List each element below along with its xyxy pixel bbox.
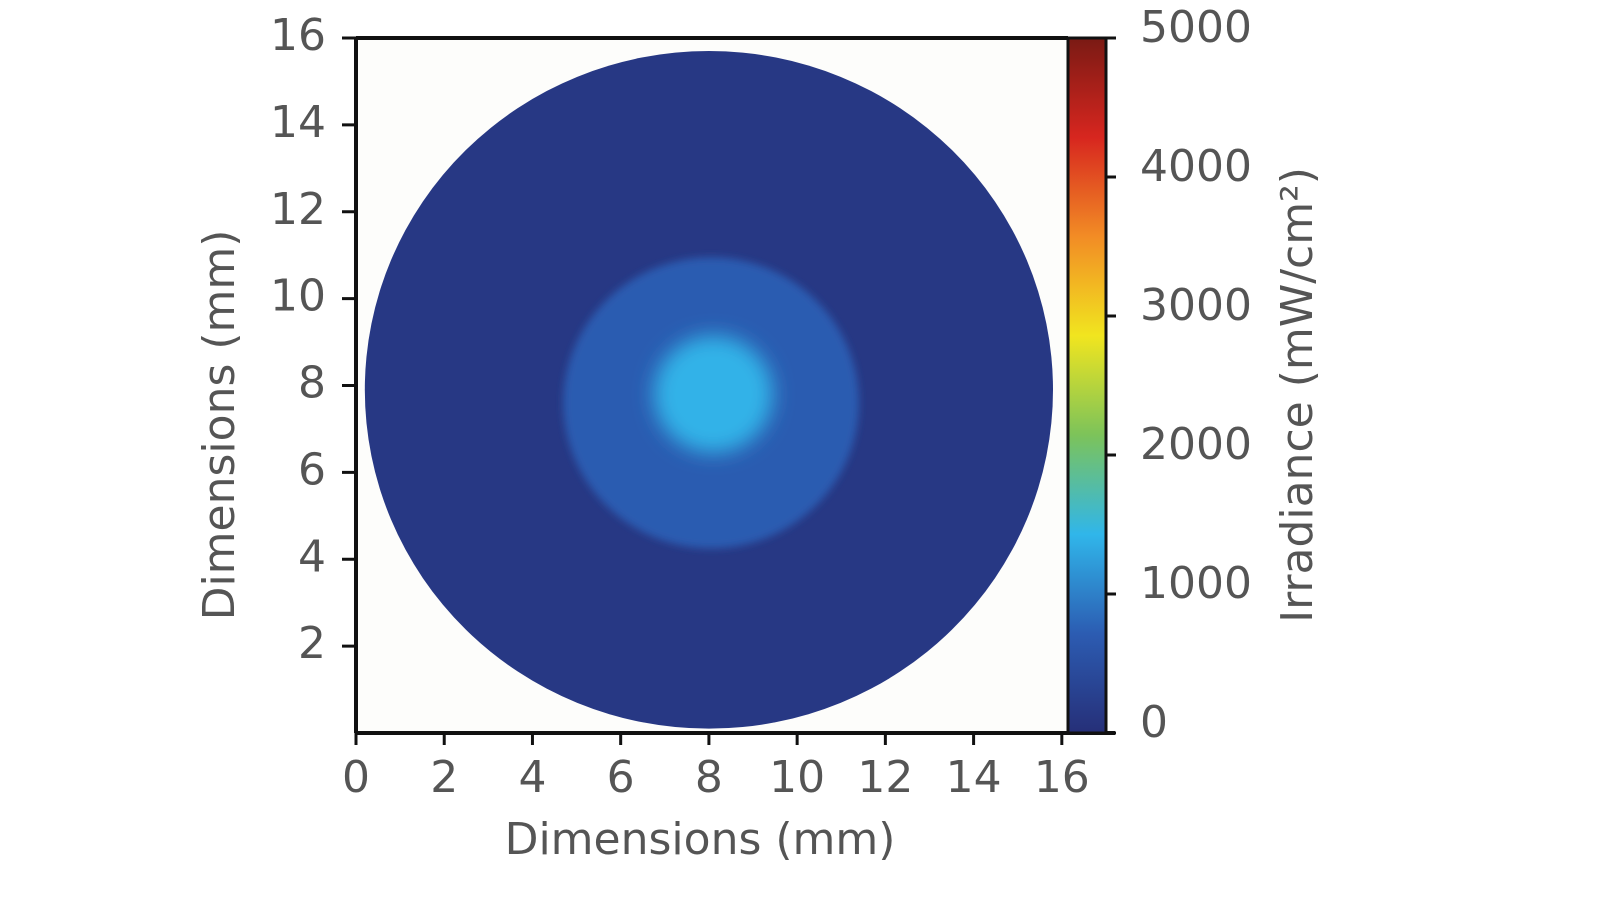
x-tick-label: 8 <box>695 752 723 803</box>
y-tick-label: 14 <box>270 97 326 148</box>
y-tick-label: 16 <box>270 10 326 61</box>
y-tick-label: 12 <box>270 184 326 235</box>
x-tick-label: 10 <box>769 752 825 803</box>
y-tick-label: 6 <box>298 444 326 495</box>
colorbar-tick-label: 2000 <box>1140 419 1252 470</box>
x-axis-label: Dimensions (mm) <box>505 814 896 865</box>
y-tick-label: 8 <box>298 358 326 409</box>
x-tick-label: 16 <box>1034 752 1090 803</box>
x-tick-label: 0 <box>342 752 370 803</box>
x-tick-label: 12 <box>857 752 913 803</box>
x-tick-label: 6 <box>607 752 635 803</box>
y-axis-label: Dimensions (mm) <box>194 230 245 621</box>
colorbar-tick-label: 4000 <box>1140 141 1252 192</box>
x-tick-label: 2 <box>430 752 458 803</box>
irradiance-region <box>653 335 773 453</box>
colorbar <box>1066 36 1108 735</box>
colorbar-tick-label: 3000 <box>1140 280 1252 331</box>
y-tick-label: 2 <box>298 618 326 669</box>
x-tick-label: 4 <box>518 752 546 803</box>
plot-area <box>356 38 1068 733</box>
x-tick-label: 14 <box>946 752 1002 803</box>
colorbar-tick-label: 0 <box>1140 697 1168 748</box>
y-tick-label: 4 <box>298 531 326 582</box>
colorbar-tick-label: 5000 <box>1140 2 1252 53</box>
y-tick-label: 10 <box>270 271 326 322</box>
colorbar-label: Irradiance (mW/cm²) <box>1272 167 1323 623</box>
colorbar-tick-label: 1000 <box>1140 558 1252 609</box>
